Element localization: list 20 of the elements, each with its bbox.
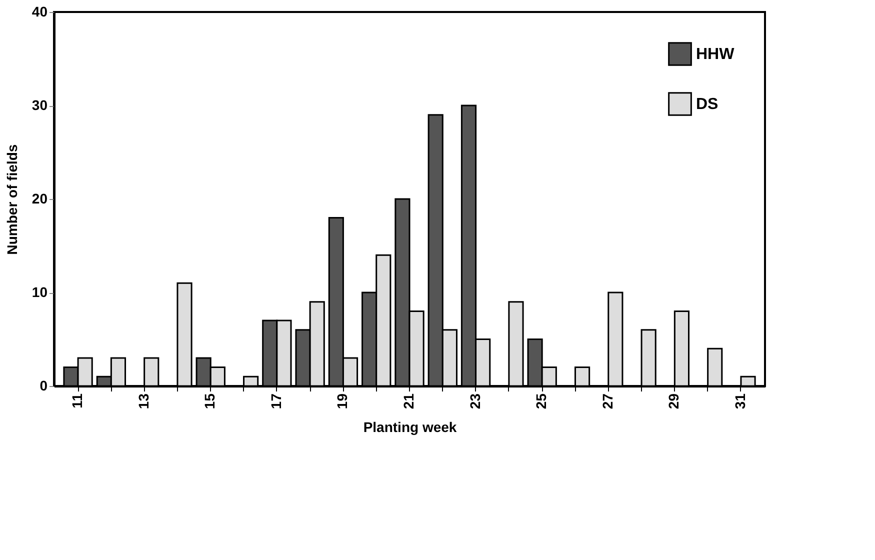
legend-label: HHW <box>696 46 736 63</box>
x-tick-label: 15 <box>202 393 218 410</box>
x-tick-label: 23 <box>466 393 483 410</box>
x-tick-label: 29 <box>666 393 682 410</box>
x-tick-label: 31 <box>732 393 748 410</box>
y-tick-label: 30 <box>32 97 48 113</box>
x-axis-title: Planting week <box>363 419 457 436</box>
x-tick-label: 13 <box>135 393 152 410</box>
y-tick-label: 10 <box>32 284 48 300</box>
y-tick-label: 20 <box>32 190 48 206</box>
y-tick-label: 40 <box>32 4 48 20</box>
legend-label: DS <box>696 96 719 113</box>
y-axis-title: Number of fields <box>4 144 20 255</box>
x-tick-label: 25 <box>533 393 550 410</box>
x-tick-label: 11 <box>69 393 86 408</box>
x-tick-label: 27 <box>599 393 616 410</box>
x-tick-label: 17 <box>268 393 284 410</box>
x-tick-label: 19 <box>334 393 350 410</box>
x-tick-label: 21 <box>400 393 416 410</box>
y-tick-label: 0 <box>40 378 48 394</box>
